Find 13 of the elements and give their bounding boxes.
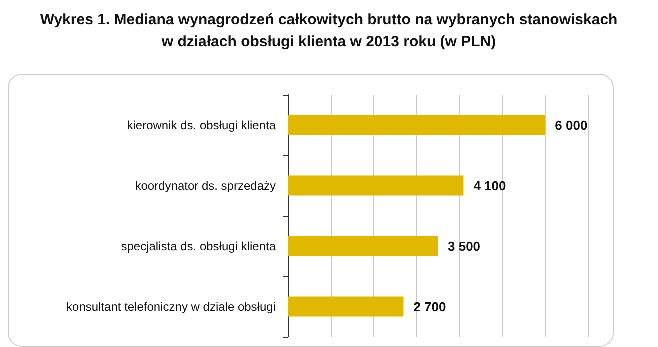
data-label: 3 500 [448, 238, 481, 254]
data-label: 2 700 [414, 299, 446, 314]
data-label: 4 100 [474, 178, 506, 194]
data-label: 6 000 [555, 118, 588, 133]
y-tick-label: koordynator ds. sprzedaży [135, 178, 276, 193]
bar [288, 176, 464, 196]
bar [288, 115, 546, 136]
y-tick-label: kierownik ds. obsługi klienta [127, 118, 276, 132]
chart-title: Wykres 1. Mediana wynagrodzeń całkowitych brutto na wybranych stanowiskach w działach obsługi klienta w 2013 roku (w PLN) [40, 12, 618, 50]
bar [288, 296, 404, 317]
y-tick-label: konsultant telefoniczny w dziale obsługi [66, 300, 276, 314]
y-tick-label: specjalista ds. obsługi klienta [121, 239, 276, 254]
bar [288, 236, 438, 256]
